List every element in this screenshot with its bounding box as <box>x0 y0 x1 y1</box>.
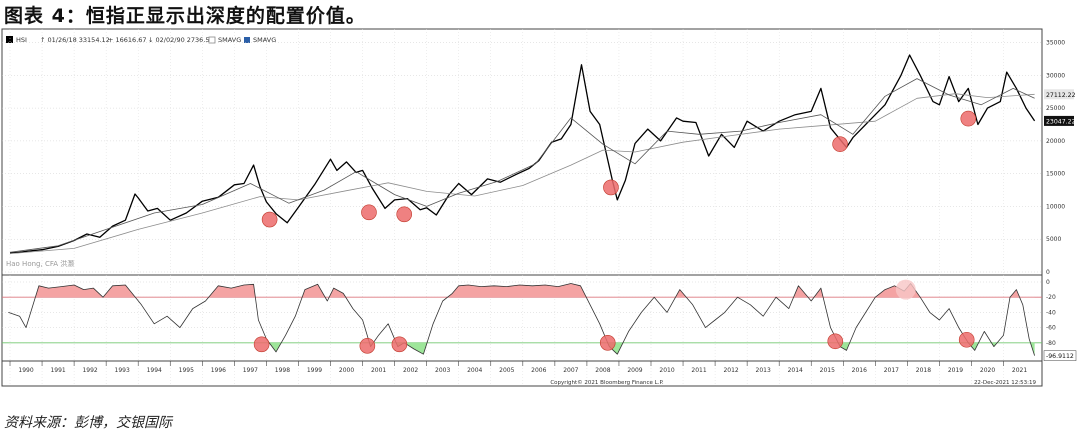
x-tick-label: 1994 <box>147 367 162 374</box>
top-y-tick-label: 30000 <box>1046 72 1065 79</box>
top-y-tick-label: 35000 <box>1046 40 1065 47</box>
bottom-markers <box>253 110 977 354</box>
x-tick-label: 2005 <box>499 367 514 374</box>
figure-source: 资料来源：彭博，交银国际 <box>4 415 172 431</box>
bottom-y-tick-label: 0 <box>1046 279 1050 286</box>
last-value-box <box>1043 350 1077 361</box>
last-value-label: -96.9112 <box>1046 353 1074 360</box>
legend-hsi-swatch <box>6 36 13 43</box>
top-bottom-marker <box>396 206 413 223</box>
oscillator-marker <box>599 334 616 351</box>
last-value-label: 23047.22 <box>1046 118 1076 125</box>
copyright-text: Copyright© 2021 Bloomberg Finance L.P. <box>550 379 664 386</box>
x-tick-label: 2006 <box>531 367 546 374</box>
x-tick-label: 1995 <box>179 367 194 374</box>
overbought-area <box>35 283 1020 298</box>
top-y-tick-label: 5000 <box>1046 236 1061 243</box>
x-tick-label: 1997 <box>243 367 258 374</box>
x-tick-label: 2010 <box>659 367 674 374</box>
top-bottom-marker <box>361 204 377 221</box>
x-tick-label: 2015 <box>820 367 835 374</box>
x-tick-label: 1993 <box>115 367 130 374</box>
legend-average: + 16616.67 <box>108 36 147 44</box>
x-tick-label: 2020 <box>980 367 995 374</box>
last-value-box <box>1044 115 1074 126</box>
figure-title: 图表 4：恒指正显示出深度的配置价值。 <box>4 5 366 27</box>
top-y-tick-label: 0 <box>1046 269 1050 276</box>
x-tick-label: 2016 <box>852 367 867 374</box>
legend-hsi-label: HSI <box>16 36 27 44</box>
oscillator-marker <box>958 331 975 348</box>
top-bottom-marker <box>832 136 848 152</box>
x-tick-label: 2018 <box>916 367 931 374</box>
legend-sma1-label: SMAVG <box>218 36 241 44</box>
oscillator-marker <box>253 336 270 353</box>
x-tick-label: 1999 <box>307 367 322 374</box>
bottom-y-tick-label: -80 <box>1046 340 1056 347</box>
x-tick-label: 2012 <box>723 367 738 374</box>
chart-frame <box>1 28 1043 387</box>
oscillator-marker <box>391 336 408 353</box>
x-tick-label: 2001 <box>371 367 386 374</box>
top-y-tick-label: 15000 <box>1046 171 1065 178</box>
x-tick-label: 1990 <box>18 367 33 374</box>
x-tick-label: 2004 <box>467 367 482 374</box>
x-tick-label: 2011 <box>691 367 706 374</box>
last-value-label: 27112.22 <box>1046 92 1076 99</box>
last-value-box <box>1044 89 1074 100</box>
top-y-tick-label: 20000 <box>1046 138 1065 145</box>
timestamp-text: 22-Dec-2021 12:53:19 <box>974 380 1037 386</box>
legend-sma2-swatch <box>244 37 250 43</box>
x-tick-label: 2002 <box>403 367 418 374</box>
hsi-price-line <box>9 54 1036 254</box>
legend-low: ↓ 02/02/90 2736.55 <box>148 36 214 44</box>
oscillator-zone-fills <box>8 283 1035 356</box>
chart-legend: HSI ↑ 01/26/18 33154.12 + 16616.67 ↓ 02/… <box>6 36 276 44</box>
x-tick-label: 2019 <box>948 367 963 374</box>
oscillator-marker <box>827 333 844 350</box>
hsi-chart: HSI ↑ 01/26/18 33154.12 + 16616.67 ↓ 02/… <box>1 28 1077 387</box>
oscillator-marker <box>359 338 376 354</box>
x-tick-label: 2003 <box>435 367 450 374</box>
long-moving-average-line <box>9 93 1035 254</box>
top-gridlines <box>2 29 1042 386</box>
top-bottom-marker <box>603 179 619 196</box>
x-tick-label: 1996 <box>211 367 226 374</box>
axis-labels: 0 5000 10000 15000 20000 25000 30000 35000 0 -20 -… <box>9 40 1077 374</box>
bottom-y-tick-label: -20 <box>1046 294 1056 301</box>
watermark: Hao Hong, CFA 洪灏 <box>6 259 74 268</box>
x-tick-label: 2008 <box>595 367 610 374</box>
legend-high: ↑ 01/26/18 33154.12 <box>40 36 110 44</box>
top-y-tick-label: 25000 <box>1046 105 1065 112</box>
x-tick-label: 2017 <box>884 367 899 374</box>
top-bottom-marker <box>261 211 278 228</box>
x-tick-label: 2014 <box>788 367 803 374</box>
x-tick-label: 1991 <box>50 367 65 374</box>
legend-sma2-label: SMAVG <box>253 36 276 44</box>
oscillator-marker <box>895 279 916 300</box>
top-bottom-marker <box>960 110 977 127</box>
x-tick-label: 2000 <box>339 367 354 374</box>
top-y-tick-label: 10000 <box>1046 203 1065 210</box>
x-tick-label: 2009 <box>627 367 642 374</box>
bottom-y-tick-label: -40 <box>1046 309 1056 316</box>
x-tick-label: 1992 <box>82 367 97 374</box>
legend-sma1-swatch <box>208 36 216 44</box>
x-tick-label: 2021 <box>1012 367 1027 374</box>
short-moving-average-line <box>9 78 1035 253</box>
x-tick-label: 2013 <box>756 367 771 374</box>
x-tick-label: 1998 <box>275 367 290 374</box>
x-tick-label: 2007 <box>563 367 578 374</box>
bottom-y-tick-label: -60 <box>1046 325 1056 332</box>
